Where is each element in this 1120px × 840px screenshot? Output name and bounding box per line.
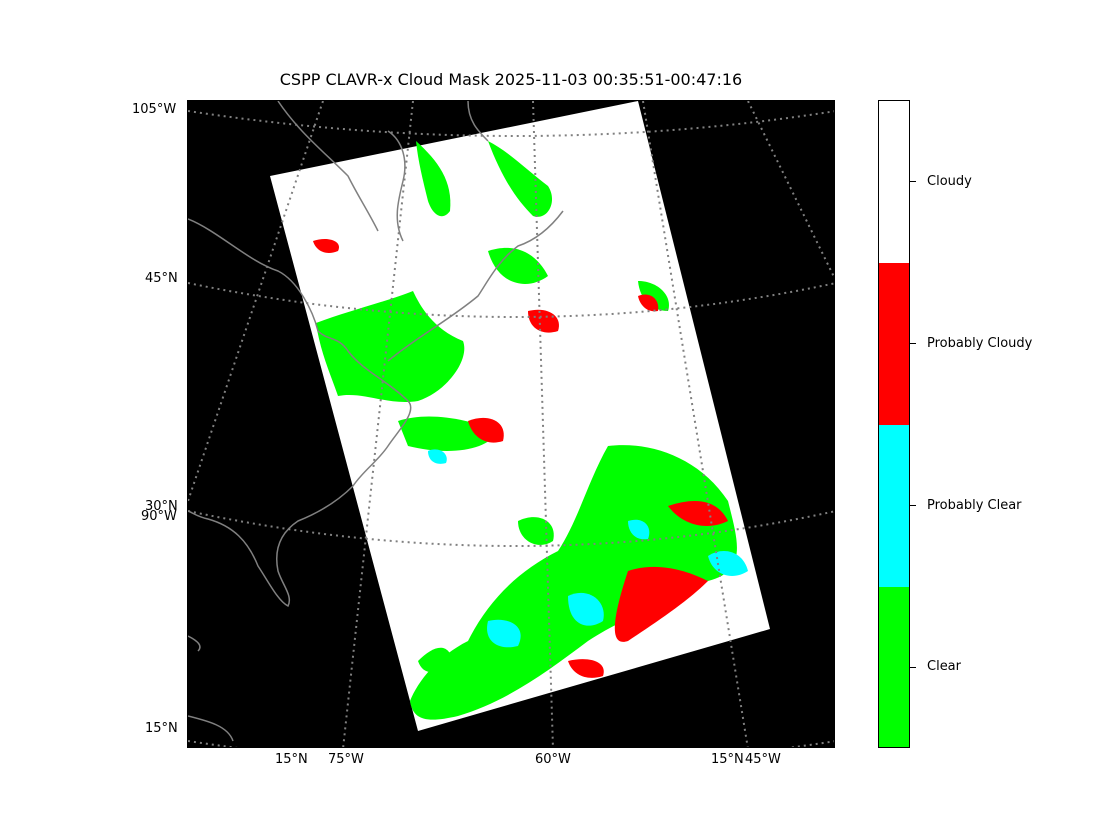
colorbar-label-clear: Clear — [927, 659, 961, 674]
lat-lon-label: 60°W — [535, 752, 571, 767]
colorbar-probably-cloudy-swatch — [879, 263, 909, 425]
colorbar-tick — [910, 505, 916, 506]
lat-lon-label: 75°W — [328, 752, 364, 767]
colorbar-label-probably-clear: Probably Clear — [927, 498, 1022, 513]
colorbar-tick — [910, 343, 916, 344]
colorbar-tick — [910, 667, 916, 668]
lat-lon-label: 90°W — [141, 509, 177, 524]
colorbar-label-cloudy: Cloudy — [927, 174, 972, 189]
lat-lon-label: 15°N — [145, 721, 178, 736]
lat-lon-label: 30°N — [145, 499, 178, 514]
probably-cloudy-regions — [313, 239, 728, 678]
colorbar-cloudy-swatch — [879, 101, 909, 263]
colorbar-clear-swatch — [879, 587, 909, 747]
lat-lon-label: 45°W — [745, 752, 781, 767]
colorbar-probably-clear-swatch — [879, 425, 909, 587]
map-title: CSPP CLAVR-x Cloud Mask 2025-11-03 00:35… — [279, 70, 743, 89]
lat-lon-label: 45°N — [145, 271, 178, 286]
colorbar-tick — [910, 181, 916, 182]
lat-lon-label: 15°N — [711, 752, 744, 767]
coastlines — [188, 101, 564, 742]
lat-lon-label: 105°W — [132, 102, 177, 117]
graticule — [188, 101, 834, 747]
colorbar-label-probably-cloudy: Probably Cloudy — [927, 336, 1033, 351]
cloud-mask-map[interactable] — [187, 100, 835, 748]
lat-lon-label: 15°N — [275, 752, 308, 767]
colorbar — [878, 100, 910, 748]
map-canvas — [188, 101, 834, 747]
